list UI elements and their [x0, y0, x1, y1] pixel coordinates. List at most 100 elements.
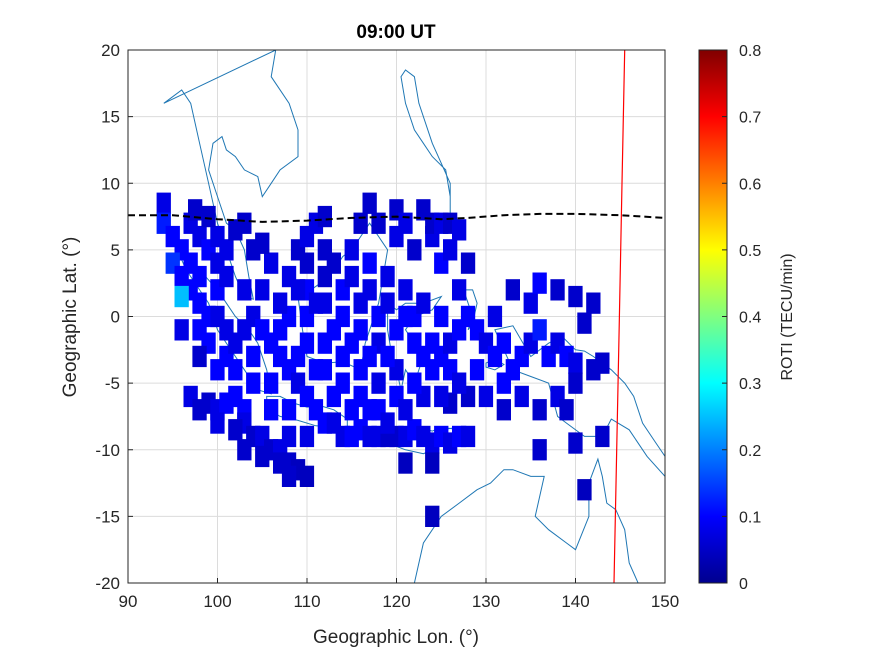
- y-tick-label: -20: [95, 574, 120, 593]
- roti-cell: [201, 205, 216, 228]
- roti-cell: [237, 279, 252, 301]
- roti-cell: [299, 425, 315, 448]
- roti-cell: [389, 319, 404, 341]
- x-tick-label: 110: [293, 592, 320, 611]
- roti-cell: [568, 285, 583, 308]
- roti-cell: [595, 352, 610, 374]
- y-tick-label: -5: [105, 374, 120, 393]
- roti-cell: [326, 252, 341, 274]
- roti-cell: [532, 272, 547, 294]
- roti-cell: [452, 219, 467, 241]
- roti-cell: [398, 399, 413, 421]
- roti-cell: [183, 252, 198, 274]
- x-tick-label: 150: [651, 592, 679, 611]
- colorbar-label: ROTI (TECU/min): [779, 253, 796, 380]
- roti-cell: [255, 232, 270, 254]
- roti-cell: [380, 265, 395, 288]
- colorbar-tick-label: 0.5: [739, 243, 761, 260]
- colorbar-tick-label: 0.7: [739, 110, 761, 127]
- roti-cell: [568, 432, 583, 454]
- roti-cell: [496, 372, 511, 394]
- roti-cell: [237, 212, 252, 234]
- roti-cell: [380, 292, 395, 314]
- y-axis-label: Geographic Lat. (°): [60, 237, 81, 398]
- x-tick-label: 130: [472, 592, 500, 611]
- coastline: [413, 457, 639, 583]
- y-tick-labels: -20 -15 -10 -5 0 5 10 15 20: [95, 41, 133, 593]
- roti-cell: [188, 199, 203, 221]
- roti-cell: [255, 445, 270, 468]
- roti-cell: [559, 399, 574, 421]
- roti-cell: [398, 279, 413, 301]
- roti-cell: [281, 399, 297, 421]
- roti-cell: [273, 292, 288, 314]
- roti-cell: [228, 419, 243, 441]
- roti-cell: [425, 452, 440, 474]
- roti-cell: [505, 279, 520, 301]
- roti-cell: [353, 212, 368, 234]
- roti-cell: [478, 385, 494, 408]
- roti-cell: [496, 399, 511, 421]
- roti-cell: [192, 319, 207, 341]
- colorbar-tick-label: 0.4: [739, 310, 761, 327]
- roti-cell: [371, 372, 386, 394]
- roti-cell: [317, 205, 332, 228]
- magnetic-equator-line: [128, 212, 665, 223]
- roti-cell: [362, 279, 377, 301]
- roti-cell: [210, 225, 225, 248]
- roti-cell: [407, 239, 422, 261]
- roti-cell: [425, 332, 440, 354]
- roti-cell: [255, 279, 270, 301]
- colorbar-tick-labels: 0 0.1 0.2 0.3 0.4 0.5 0.6 0.7 0.8: [722, 43, 761, 593]
- roti-cell: [380, 345, 395, 368]
- roti-cell: [398, 212, 413, 234]
- roti-cell: [264, 372, 279, 394]
- roti-cell: [398, 452, 413, 474]
- coastline: [400, 69, 451, 224]
- roti-cell: [595, 425, 610, 448]
- colorbar-tick-label: 0: [739, 576, 748, 593]
- roti-cell: [344, 239, 359, 261]
- roti-cell: [192, 345, 207, 368]
- roti-cell: [568, 372, 583, 394]
- roti-cell: [434, 305, 449, 328]
- roti-cell: [210, 412, 225, 434]
- y-tick-label: -15: [95, 507, 120, 526]
- roti-cell: [362, 345, 377, 368]
- colorbar-tick-label: 0.1: [739, 509, 761, 526]
- roti-cell: [416, 292, 431, 314]
- y-tick-label: -10: [95, 441, 120, 460]
- roti-cell: [281, 465, 297, 487]
- y-tick-label: 15: [101, 108, 120, 127]
- colorbar-tick-label: 0.3: [739, 376, 761, 393]
- roti-cell: [246, 372, 261, 394]
- y-tick-label: 5: [111, 241, 120, 260]
- roti-cell: [434, 385, 449, 408]
- roti-cell: [452, 372, 467, 394]
- roti-cell: [586, 292, 601, 314]
- roti-cell: [425, 505, 440, 527]
- roti-cell: [532, 439, 547, 461]
- roti-cell: [219, 392, 234, 414]
- chart-title: 09:00 UT: [356, 22, 436, 43]
- x-tick-label: 90: [119, 592, 138, 611]
- roti-cell: [264, 252, 279, 274]
- roti-cell: [362, 252, 377, 274]
- colorbar-tick-label: 0.6: [739, 176, 761, 193]
- y-tick-label: 20: [101, 41, 120, 60]
- roti-cell: [326, 319, 341, 341]
- roti-cell: [228, 359, 243, 381]
- x-axis-label: Geographic Lon. (°): [313, 627, 479, 648]
- roti-cell: [192, 399, 207, 421]
- roti-cell: [326, 385, 341, 408]
- colorbar-tick-label: 0.2: [739, 443, 761, 460]
- roti-cell: [362, 399, 377, 421]
- coastline: [163, 50, 299, 300]
- roti-cell: [460, 425, 476, 448]
- roti-cells: [156, 192, 610, 527]
- roti-cell: [469, 359, 485, 381]
- roti-cell: [237, 439, 252, 461]
- roti-cell: [380, 412, 395, 434]
- roti-cell: [290, 345, 306, 368]
- roti-cell: [281, 425, 297, 448]
